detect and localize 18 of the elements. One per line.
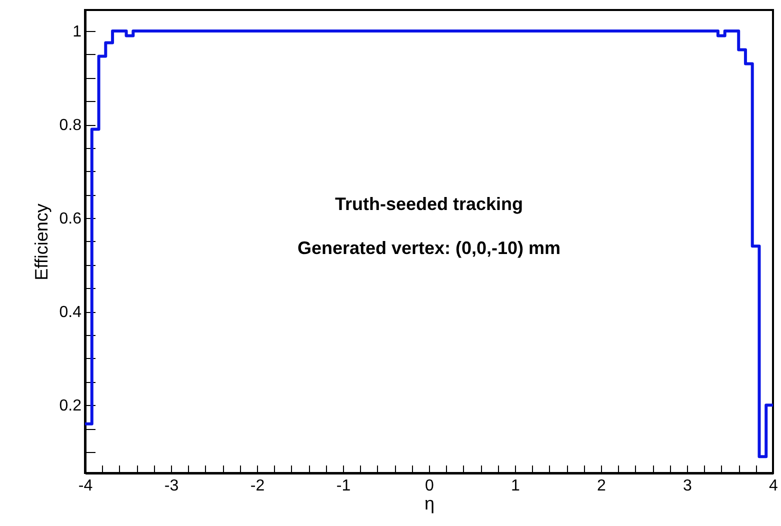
x-axis-title: η <box>424 494 435 514</box>
x-tick-label: -4 <box>78 478 93 494</box>
y-tick-label: 0.8 <box>59 117 82 134</box>
y-tick-label: 0.2 <box>59 398 82 415</box>
x-tick-label: 2 <box>597 478 606 494</box>
y-axis-title: Efficiency <box>31 204 52 280</box>
x-tick-label: 3 <box>683 478 692 494</box>
y-tick-label: 0.6 <box>59 210 82 228</box>
x-tick-label: -3 <box>164 478 179 494</box>
annotation: Generated vertex: (0,0,-10) mm <box>297 238 561 258</box>
x-tick-label: 4 <box>769 478 778 494</box>
y-tick-label: 0.4 <box>59 304 82 322</box>
annotation: Truth-seeded tracking <box>334 194 524 214</box>
x-tick-label: 0 <box>425 478 434 494</box>
y-tick-label: 1 <box>72 24 82 41</box>
x-tick-label: -2 <box>250 478 265 494</box>
x-tick-label: 1 <box>511 478 520 494</box>
x-tick-label: -1 <box>336 478 351 494</box>
